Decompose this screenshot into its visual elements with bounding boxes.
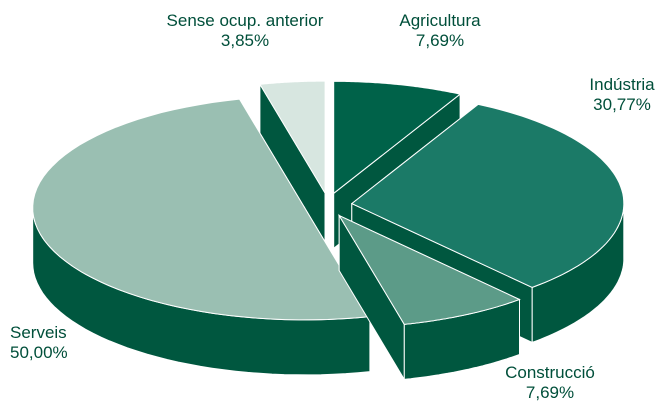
slice — [333, 80, 462, 195]
slice-label: Indústria — [589, 75, 655, 94]
slice — [32, 98, 371, 321]
slice — [350, 103, 625, 288]
slice — [259, 80, 326, 195]
slice-label: Construcció — [505, 363, 595, 382]
slice-value-label: 50,00% — [10, 343, 68, 362]
slice-value-label: 3,85% — [221, 31, 269, 50]
slice-label: Serveis — [10, 323, 67, 342]
slice-value-label: 7,69% — [416, 31, 464, 50]
slice-label: Sense ocup. anterior — [167, 11, 324, 30]
slice-label: Agricultura — [399, 11, 481, 30]
slice-value-label: 30,77% — [593, 95, 651, 114]
slice-value-label: 7,69% — [526, 383, 574, 402]
slice — [337, 214, 521, 325]
